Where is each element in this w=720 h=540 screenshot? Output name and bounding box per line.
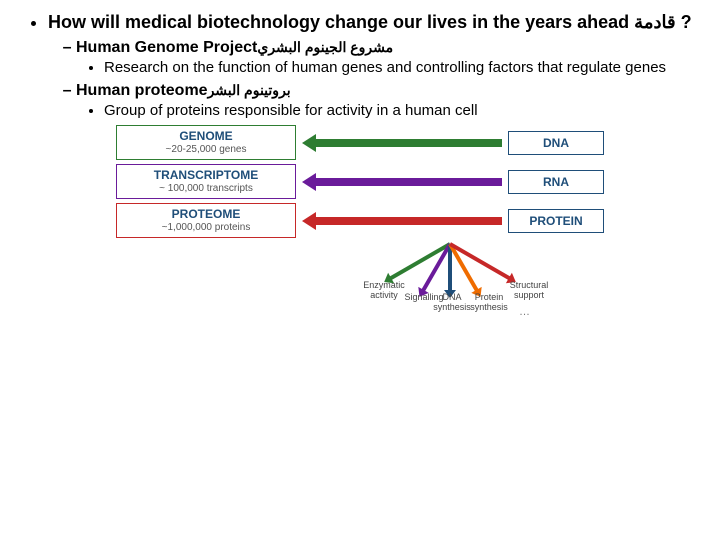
genome-box: GENOME ~20-25,000 genes (116, 125, 296, 160)
protein-functions-row: Enzymatic activity Signalling DNA synthe… (350, 242, 550, 302)
q-arabic: قادمة (634, 12, 675, 32)
arrow-icon (302, 214, 502, 228)
q-text: How will medical biotechnology change ou… (48, 12, 629, 32)
diagram-row: GENOME ~20-25,000 genes DNA (116, 125, 604, 160)
hgp-arabic: مشروع الجينوم البشري (257, 39, 393, 55)
box-subtitle: ~ 100,000 transcripts (121, 183, 291, 196)
box-title: TRANSCRIPTOME (121, 167, 291, 183)
omics-diagram: GENOME ~20-25,000 genes DNA TRANSCRIPTOM… (20, 125, 700, 318)
proteome-label: Human proteome (76, 82, 208, 99)
diagram-row: TRANSCRIPTOME ~ 100,000 transcripts RNA (116, 164, 604, 199)
main-question: How will medical biotechnology change ou… (48, 12, 700, 33)
transcriptome-box: TRANSCRIPTOME ~ 100,000 transcripts (116, 164, 296, 199)
dna-box: DNA (508, 131, 604, 155)
hgp-label: Human Genome Project (76, 39, 257, 56)
box-title: GENOME (121, 128, 291, 144)
proteome-arabic: بروتينوم البشر (208, 82, 291, 98)
proteome-detail: Group of proteins responsible for activi… (104, 102, 504, 119)
q-mark: ? (676, 12, 692, 32)
box-title: PROTEOME (121, 206, 291, 222)
proteome-box: PROTEOME ~1,000,000 proteins (116, 203, 296, 238)
box-subtitle: ~1,000,000 proteins (121, 222, 291, 235)
proteome-item: Human proteomeبروتينوم البشر (76, 82, 700, 100)
split-arrows: Enzymatic activity Signalling DNA synthe… (350, 242, 550, 302)
rna-box: RNA (508, 170, 604, 194)
func-label: Structural support (505, 280, 553, 300)
hgp-detail: Research on the function of human genes … (104, 59, 700, 76)
hgp-item: Human Genome Projectمشروع الجينوم البشري (76, 39, 700, 57)
box-subtitle: ~20-25,000 genes (121, 144, 291, 157)
arrow-icon (302, 175, 502, 189)
protein-box: PROTEIN (508, 209, 604, 233)
arrow-icon (302, 136, 502, 150)
diagram-row: PROTEOME ~1,000,000 proteins PROTEIN (116, 203, 604, 238)
